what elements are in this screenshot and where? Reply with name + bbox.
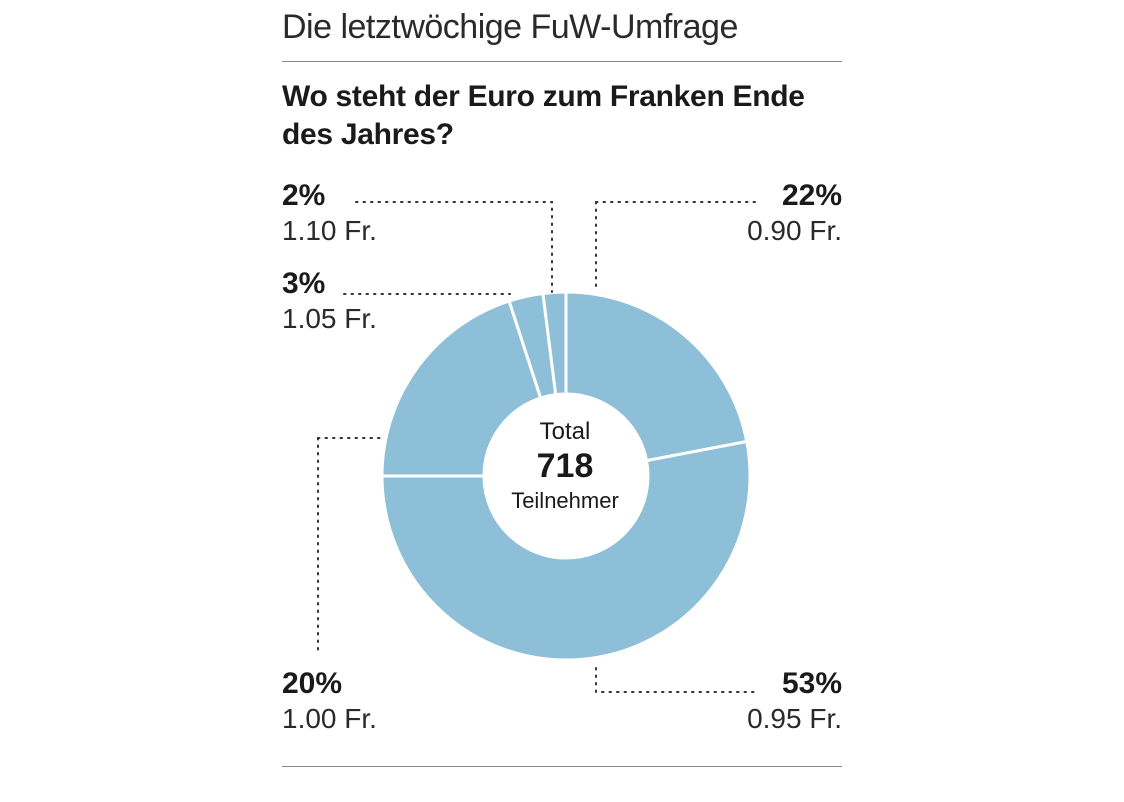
value-label-095: 0.95 Fr.: [747, 703, 842, 734]
value-label-100: 1.00 Fr.: [282, 703, 377, 734]
label-slice-100: 20% 1.00 Fr.: [282, 666, 377, 736]
leader-095: [595, 667, 757, 693]
leader-110: [355, 201, 553, 293]
kicker: Die letztwöchige FuW-Umfrage: [282, 8, 738, 46]
pct-label-095: 53%: [781, 667, 842, 700]
pct-label-105: 3%: [282, 267, 326, 300]
value-label-105: 1.05 Fr.: [282, 303, 377, 334]
pct-label-100: 20%: [282, 667, 343, 700]
label-slice-110: 2% 1.10 Fr.: [282, 178, 377, 248]
slice-095: [380, 439, 752, 662]
label-slice-095: 53% 0.95 Fr.: [747, 666, 842, 736]
bottom-rule: [282, 766, 842, 767]
center-total-label: Total: [539, 418, 591, 445]
slice-110: [541, 290, 568, 397]
slice-100: [380, 299, 543, 478]
center-total-value: 718: [536, 447, 594, 485]
value-label-090: 0.90 Fr.: [747, 215, 842, 246]
pct-label-090: 22%: [781, 179, 842, 212]
chart-title: Wo steht der Euro zum Franken Ende des J…: [282, 80, 805, 151]
center-total-unit: Teilnehmer: [511, 488, 619, 513]
top-rule: [282, 61, 842, 62]
slice-090: [564, 290, 749, 463]
value-label-110: 1.10 Fr.: [282, 215, 377, 246]
label-slice-105: 3% 1.05 Fr.: [282, 266, 377, 336]
pct-label-110: 2%: [282, 179, 326, 212]
label-slice-090: 22% 0.90 Fr.: [747, 178, 842, 248]
